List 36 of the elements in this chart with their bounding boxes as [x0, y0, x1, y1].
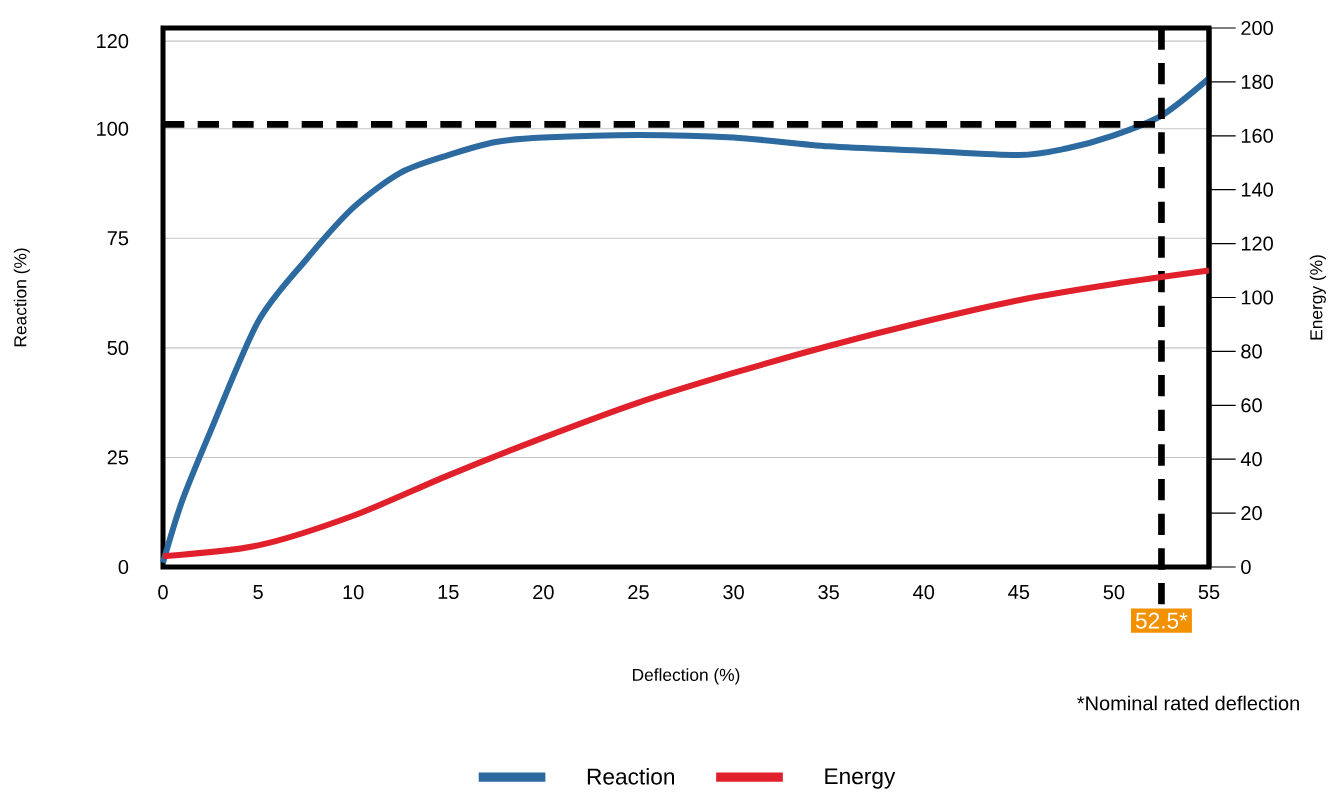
y2-tick-label: 20: [1241, 506, 1262, 521]
y-axis-title: Reaction (%): [13, 248, 30, 347]
legend-label: Energy: [825, 768, 896, 789]
x-tick-label: 25: [628, 585, 649, 600]
y2-tick-label: 60: [1241, 398, 1262, 413]
x-tick-label: 50: [1103, 585, 1125, 600]
x-tick-label: 55: [1198, 585, 1220, 599]
y-tick-label: 50: [107, 340, 129, 355]
x-axis-title: Deflection (%): [633, 668, 740, 685]
y2-tick-label: 180: [1241, 74, 1273, 89]
x-tick-label: 40: [913, 585, 935, 600]
x-tick-label: 45: [1008, 585, 1030, 599]
x-tick-label: 5: [253, 585, 263, 599]
x-tick-label: 15: [438, 585, 459, 599]
y2-tick-label: 100: [1241, 290, 1273, 305]
y2-tick-label: 40: [1240, 452, 1262, 467]
y2-axis-title: Energy (%): [1309, 255, 1326, 340]
y-tick-label: 120: [97, 34, 129, 49]
x-tick-label: 0: [158, 585, 168, 600]
legend-label: Reaction: [587, 767, 674, 785]
x-tick-label: 20: [533, 585, 554, 600]
x-tick-label: 10: [343, 585, 364, 600]
y-tick-label: 0: [118, 559, 129, 575]
y-tick-label: 75: [107, 231, 129, 246]
y2-tick-label: 140: [1241, 182, 1273, 197]
ref-line-label: 52.5*: [1135, 612, 1188, 629]
y2-tick-label: 200: [1241, 20, 1273, 36]
y-tick-label: 100: [97, 121, 129, 136]
x-tick-label: 35: [818, 585, 839, 600]
text: *Nominal rated deflection: [1077, 695, 1299, 711]
y-tick-label: 25: [107, 450, 129, 465]
x-tick-label: 30: [723, 585, 744, 600]
y2-tick-label: 80: [1241, 344, 1262, 359]
y2-tick-label: 160: [1241, 128, 1273, 143]
y2-tick-label: 0: [1241, 559, 1251, 575]
y2-tick-label: 120: [1241, 236, 1273, 251]
